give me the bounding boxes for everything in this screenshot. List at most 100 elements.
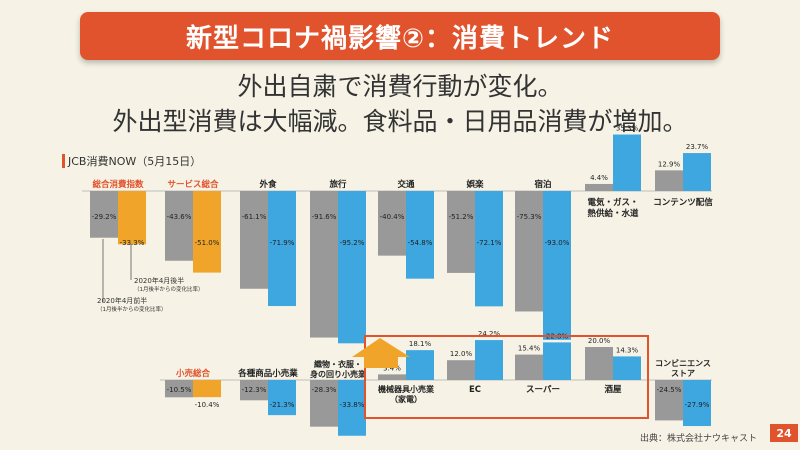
top-bar-label: -72.1%: [477, 239, 502, 247]
top-bar-second-half: [683, 153, 711, 191]
top-bar-label: -43.6%: [167, 213, 192, 221]
bottom-bar-first-half: [515, 354, 543, 380]
top-bar-label: -51.0%: [195, 239, 220, 247]
top-category-label: コンテンツ配信: [653, 197, 713, 208]
chart-title-marker: [62, 154, 65, 168]
top-bar-second-half: [118, 191, 146, 245]
bottom-bar-label: 24.2%: [478, 330, 501, 338]
top-bar-first-half: [515, 191, 543, 312]
bottom-bar-label: 20.0%: [588, 337, 611, 345]
top-bar-first-half: [378, 191, 406, 256]
top-bar-second-half: [613, 134, 641, 191]
chart-title: JCB消費NOW（5月15日）: [67, 154, 201, 168]
bottom-bar-label: 15.4%: [518, 345, 541, 353]
bottom-category-label: （家電）: [390, 394, 422, 404]
top-bar-label: 35.3%: [616, 125, 639, 133]
top-category-label: 総合消費指数: [92, 179, 144, 190]
highlight-box: [364, 335, 649, 419]
bottom-bar-label: -33.8%: [340, 401, 365, 409]
bottom-category-label: 各種商品小売業: [237, 368, 298, 379]
top-bar-first-half: [585, 183, 613, 191]
legend-second-half-note: （1月後半からの変化比率）: [134, 285, 204, 293]
bottom-bar-second-half: [406, 350, 434, 380]
bottom-bar-label: 14.3%: [616, 346, 639, 354]
top-category-label: 娯楽: [466, 179, 484, 190]
top-bar-first-half: [240, 191, 268, 289]
top-bar-first-half: [310, 191, 338, 338]
bottom-bar-second-half: [268, 380, 296, 416]
legend-second-half: 2020年4月後半: [134, 276, 184, 285]
bottom-bar-label: 12.0%: [450, 350, 473, 358]
bottom-category-label: 酒屋: [604, 384, 622, 395]
source-note: 出典：株式会社ナウキャスト: [640, 434, 758, 444]
top-bar-label: -71.9%: [270, 239, 295, 247]
top-bar-second-half: [406, 191, 434, 279]
top-bar-first-half: [655, 170, 683, 191]
bottom-category-label: 小売総合: [175, 368, 211, 379]
top-bar-label: -51.2%: [449, 213, 474, 221]
top-bar-label: 4.4%: [590, 174, 608, 182]
bottom-bar-label: -21.3%: [270, 401, 295, 409]
bottom-bar-first-half: [310, 380, 338, 427]
subtitle-line-2: 外出型消費は大幅減。食料品・日用品消費が増加。: [112, 107, 688, 136]
bottom-bar-label: 3.4%: [383, 364, 401, 372]
subtitle-line-1: 外出自粛で消費行動が変化。: [237, 72, 563, 101]
bottom-category-label: スーパー: [526, 384, 560, 395]
page-number: 24: [770, 424, 798, 442]
top-bar-label: -54.8%: [408, 239, 433, 247]
bottom-bar-label: -12.3%: [242, 386, 267, 394]
top-bar-first-half: [447, 191, 475, 273]
bottom-bar-first-half: [447, 360, 475, 380]
legend-first-half-note: （1月後半からの変化比率）: [97, 305, 167, 313]
bottom-bar-label: 18.1%: [409, 340, 432, 348]
top-bar-label: -91.6%: [312, 213, 337, 221]
bottom-bar-label: -28.3%: [312, 386, 337, 394]
bottom-bar-second-half: [475, 340, 503, 380]
top-category-label: 外食: [258, 179, 277, 190]
top-bar-second-half: [338, 191, 366, 344]
top-bar-label: 12.9%: [658, 160, 681, 168]
top-bar-second-half: [543, 191, 571, 340]
top-bar-second-half: [268, 191, 296, 307]
top-category-label: 交通: [397, 179, 415, 190]
bottom-category-label: コンビニエンス: [655, 358, 711, 368]
top-category-label: 電気・ガス・: [587, 197, 638, 208]
bottom-category-label: ストア: [671, 369, 695, 378]
top-bar-label: -93.0%: [545, 239, 570, 247]
top-bar-label: -40.4%: [380, 213, 405, 221]
bottom-bar-second-half: [543, 342, 571, 380]
top-bar-second-half: [475, 191, 503, 307]
title-banner: 新型コロナ禍影響②：消費トレンド: [80, 12, 720, 60]
top-bar-label: 23.7%: [686, 143, 709, 151]
top-bar-first-half: [165, 191, 193, 261]
bottom-bar-first-half: [378, 374, 406, 380]
bottom-category-label: 身の回り小売業: [310, 369, 367, 379]
top-bar-label: -95.2%: [340, 239, 365, 247]
top-category-label: 宿泊: [534, 179, 551, 190]
bottom-bar-first-half: [585, 347, 613, 380]
bottom-bar-second-half: [338, 380, 366, 436]
bottom-bar-second-half: [193, 380, 221, 398]
bottom-bar-second-half: [613, 356, 641, 380]
bottom-bar-second-half: [683, 380, 711, 427]
bottom-category-label: EC: [469, 385, 481, 395]
legend-first-half: 2020年4月前半: [97, 296, 147, 305]
bottom-category-label: 織物・衣服・: [314, 359, 362, 369]
top-bar-second-half: [193, 191, 221, 273]
bottom-bar-first-half: [655, 380, 683, 421]
top-bar-label: -61.1%: [242, 213, 267, 221]
bottom-bar-label: -24.5%: [657, 386, 682, 394]
top-bar-first-half: [90, 191, 118, 238]
slide-title: 新型コロナ禍影響②：消費トレンド: [185, 23, 614, 54]
top-bar-label: -75.3%: [517, 213, 542, 221]
top-bar-label: -33.3%: [120, 239, 145, 247]
bottom-bar-label: -10.5%: [167, 386, 192, 394]
bottom-bar-label: -10.4%: [195, 401, 220, 409]
top-bar-label: -29.2%: [92, 213, 117, 221]
bottom-bar-label: -27.9%: [685, 401, 710, 409]
top-category-label: サービス総合: [167, 179, 219, 190]
bottom-category-label: 機械器具小売業: [378, 384, 435, 394]
top-category-label: 熱供給・水道: [587, 208, 639, 219]
bottom-bar-first-half: [240, 380, 268, 401]
